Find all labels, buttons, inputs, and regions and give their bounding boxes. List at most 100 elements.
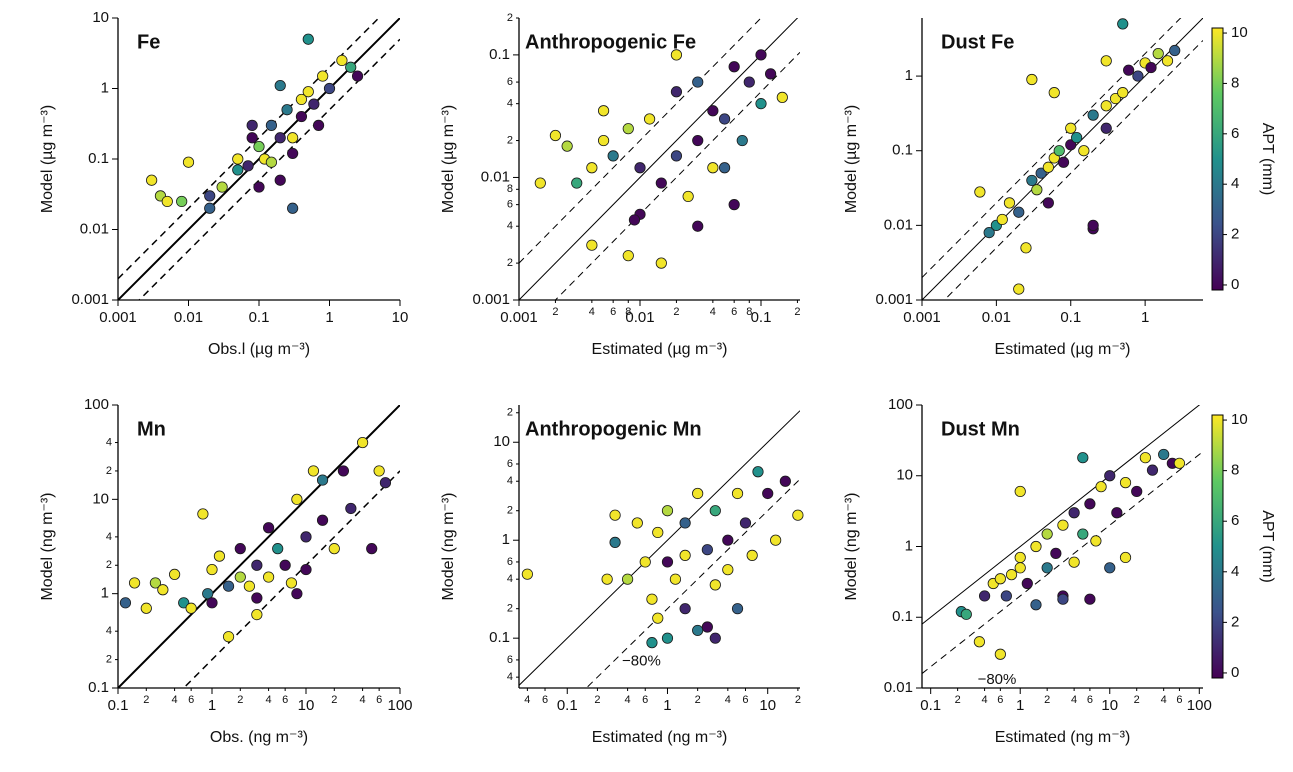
point	[204, 202, 216, 214]
colorbar-label: APT (mm)	[1259, 510, 1276, 583]
y-tick-label: 0.001	[472, 291, 510, 308]
point	[670, 49, 683, 61]
point	[1087, 219, 1099, 231]
x-tick-label: 8	[746, 306, 752, 318]
x-tick-label: 0.001	[903, 309, 941, 326]
x-tick-label: 6	[642, 694, 648, 706]
point	[1042, 197, 1054, 209]
y-tick-label: 4	[106, 625, 112, 637]
point	[345, 502, 357, 515]
point	[764, 68, 777, 80]
y-tick-label: 2	[106, 559, 112, 571]
y-tick-label: 1	[905, 67, 913, 84]
point	[755, 49, 767, 61]
point	[736, 134, 748, 147]
y-tick-label: 0.001	[71, 291, 109, 308]
point	[291, 493, 303, 505]
colorbar-tick-label: 6	[1231, 125, 1239, 142]
point	[323, 82, 336, 95]
x-tick-label: 0.001	[500, 309, 538, 326]
point	[274, 132, 286, 144]
point	[251, 592, 263, 604]
point	[571, 177, 583, 189]
panel-title: Anthropogenic Fe	[525, 31, 696, 53]
point	[262, 571, 275, 583]
point	[739, 517, 752, 529]
point	[161, 195, 173, 208]
x-tick-label: 0.001	[99, 309, 137, 326]
point	[692, 624, 704, 637]
point	[1053, 145, 1065, 157]
point	[709, 505, 721, 517]
point	[246, 132, 258, 144]
point	[168, 568, 181, 581]
x-tick-label: 100	[387, 697, 412, 714]
point	[291, 588, 303, 600]
point	[679, 549, 691, 561]
point	[755, 98, 767, 110]
point	[646, 593, 658, 605]
y-tick-label: 0.01	[481, 168, 510, 185]
point	[652, 612, 664, 624]
point	[1077, 528, 1089, 540]
point	[234, 571, 246, 583]
points	[146, 33, 364, 214]
y-tick-label: 4	[507, 573, 513, 585]
x-tick-label: 6	[997, 694, 1003, 706]
point	[337, 465, 350, 477]
x-tick-label: 4	[172, 694, 178, 706]
reference-line	[943, 40, 1203, 300]
x-tick-label: 2	[695, 694, 701, 706]
point	[1048, 87, 1060, 99]
y-tick-label: 0.1	[88, 679, 109, 696]
point	[586, 162, 598, 174]
point	[1020, 242, 1032, 254]
y-tick-label: 100	[888, 396, 913, 413]
point	[670, 150, 683, 162]
x-tick-label: 0.01	[982, 309, 1011, 326]
colorbar-tick-label: 2	[1231, 226, 1239, 243]
point	[232, 153, 244, 165]
point	[1065, 122, 1077, 134]
point	[1005, 569, 1018, 581]
point	[722, 534, 734, 546]
y-tick-label: 0.1	[892, 608, 913, 625]
x-tick-label: 4	[360, 694, 366, 706]
point	[792, 509, 804, 521]
point	[762, 487, 774, 500]
point	[312, 119, 325, 131]
colorbar-tick-label: 8	[1231, 462, 1239, 479]
reference-line	[554, 51, 800, 300]
points	[974, 18, 1181, 295]
point	[253, 181, 265, 193]
point	[265, 156, 278, 168]
annotation: −80%	[622, 652, 661, 669]
point	[149, 577, 162, 589]
x-tick-label: 10	[1101, 697, 1118, 714]
panel-title: Dust Mn	[941, 418, 1020, 440]
reference-line	[138, 38, 400, 300]
point	[1104, 470, 1116, 482]
point	[983, 226, 995, 239]
point	[1057, 519, 1069, 531]
point	[701, 544, 713, 556]
point	[1014, 562, 1026, 574]
x-tick-label: 100	[1187, 697, 1212, 714]
y-tick-label: 6	[507, 76, 513, 88]
point	[300, 563, 312, 576]
colorbar	[1211, 27, 1224, 291]
x-tick-label: 4	[725, 694, 731, 706]
reference-line	[922, 18, 1182, 278]
x-tick-label: 0.1	[108, 697, 129, 714]
x-tick-label: 4	[982, 694, 988, 706]
point	[692, 220, 704, 232]
point	[202, 588, 214, 600]
panel: 0.001 0.01 0.1 1 0.001 0.01 0.1 1 Dust Fe Estimat…	[843, 18, 1276, 358]
point	[157, 584, 169, 596]
point	[682, 190, 694, 203]
y-tick-label: 0.01	[884, 216, 913, 233]
point	[1119, 551, 1132, 564]
point	[206, 597, 218, 609]
point	[128, 577, 141, 589]
x-tick-label: 6	[610, 306, 616, 318]
